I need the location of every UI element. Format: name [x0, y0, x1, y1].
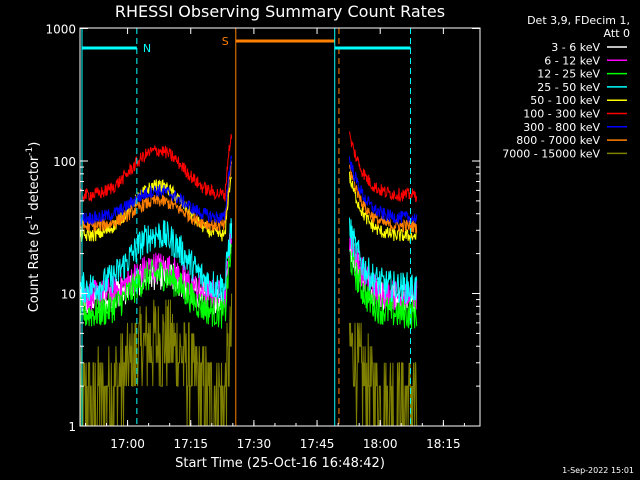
legend-label: 12 - 25 keV	[537, 68, 600, 81]
legend-label: 25 - 50 keV	[537, 81, 600, 94]
series-25-50-kev	[79, 217, 418, 304]
y-tick-label: 100	[53, 155, 76, 169]
saa-label: S	[222, 35, 229, 48]
x-tick-label: 18:00	[363, 437, 398, 451]
plot-frame	[79, 27, 481, 427]
series-line-post	[349, 171, 418, 244]
series-line-post	[349, 131, 418, 203]
data-layer: NS	[79, 28, 418, 427]
x-tick-label: 17:15	[173, 437, 208, 451]
x-axis-label: Start Time (25-Oct-16 16:48:42)	[175, 456, 385, 471]
series-line-pre	[79, 160, 233, 233]
legend-header-line2: Att 0	[604, 27, 630, 40]
series-line-post	[349, 217, 418, 304]
night-saa-markers: NS	[81, 28, 412, 426]
series-line-pre	[79, 155, 233, 227]
series-800-7000-kev	[79, 160, 418, 234]
series-line-post	[349, 156, 418, 225]
series-100-300-kev	[79, 131, 418, 203]
axis-ticks: 17:00 17:15 17:30 17:45 18:00 18:15 1 10 100 1000	[45, 23, 480, 451]
timestamp: 1-Sep-2022 15:01	[562, 466, 634, 475]
legend-label: 100 - 300 keV	[523, 108, 600, 121]
series-line-post	[349, 164, 418, 234]
series-line-pre	[79, 133, 233, 203]
legend-label: 6 - 12 keV	[544, 54, 600, 67]
legend-label: 50 - 100 keV	[530, 94, 600, 107]
legend-label: 3 - 6 keV	[551, 41, 600, 54]
legend-label: 800 - 7000 keV	[516, 134, 600, 147]
x-tick-label: 17:30	[237, 437, 272, 451]
series-300-800-kev	[79, 155, 418, 227]
series-line-pre	[79, 293, 233, 427]
y-tick-label: 1000	[45, 23, 76, 37]
x-tick-label: 18:15	[426, 437, 461, 451]
night-label: N	[143, 42, 151, 55]
chart-title: RHESSI Observing Summary Count Rates	[115, 2, 445, 21]
legend-label: 7000 - 15000 keV	[502, 147, 600, 160]
series-line-post	[349, 230, 418, 312]
legend-label: 300 - 800 keV	[523, 121, 600, 134]
x-tick-label: 17:45	[300, 437, 335, 451]
x-tick-label: 17:00	[110, 437, 145, 451]
series-line-post	[349, 249, 418, 330]
series-line-pre	[79, 244, 233, 329]
y-axis-label: Count Rate (s-1 detector-1)	[25, 142, 42, 313]
series-12-25-kev	[79, 244, 418, 330]
series-line-pre	[79, 218, 233, 303]
y-tick-label: 10	[61, 288, 76, 302]
legend-header-line1: Det 3,9, FDecim 1,	[527, 14, 630, 27]
y-tick-label: 1	[68, 420, 76, 434]
